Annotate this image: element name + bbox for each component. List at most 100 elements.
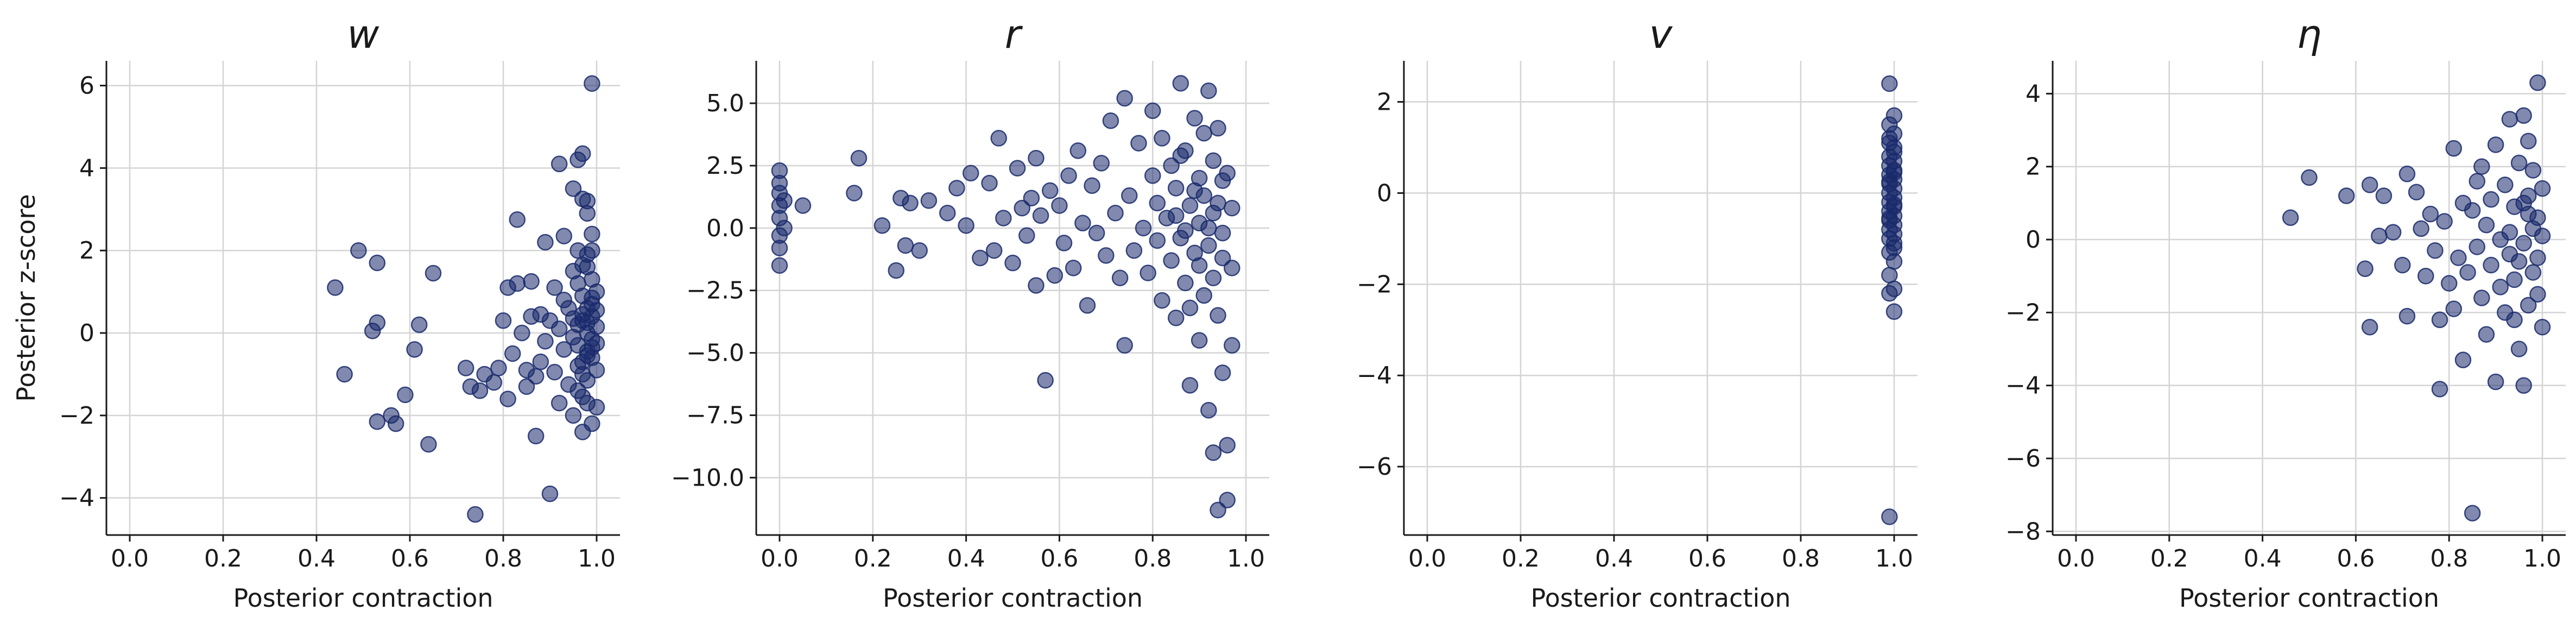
y-tick-label: −2.5 xyxy=(686,277,744,305)
data-point xyxy=(579,394,596,412)
x-tick-label: 0.8 xyxy=(484,545,522,573)
data-point xyxy=(1098,247,1115,264)
data-point xyxy=(546,363,563,381)
data-point xyxy=(1046,267,1064,284)
data-point xyxy=(2534,318,2551,336)
data-point xyxy=(327,279,344,296)
data-point xyxy=(2445,300,2463,317)
x-tick-label: 1.0 xyxy=(2523,545,2561,573)
data-point xyxy=(1219,492,1236,508)
data-point xyxy=(1065,260,1082,276)
data-point xyxy=(369,413,386,430)
y-tick-label: 2 xyxy=(1377,89,1392,116)
data-point xyxy=(2515,377,2532,394)
data-point xyxy=(2520,133,2537,149)
data-point xyxy=(1181,377,1199,394)
y-tick-label: −7.5 xyxy=(686,401,744,429)
data-point xyxy=(584,225,600,243)
data-point xyxy=(550,155,568,173)
data-point xyxy=(574,145,591,162)
data-point xyxy=(1172,75,1189,92)
data-point xyxy=(2464,202,2481,219)
x-axis-label: Posterior contraction xyxy=(883,583,1143,613)
data-point xyxy=(584,242,600,259)
data-point xyxy=(2487,373,2504,391)
data-point xyxy=(2398,307,2416,325)
data-point xyxy=(1055,235,1073,251)
data-point xyxy=(1009,160,1026,177)
data-point xyxy=(1111,269,1129,286)
data-point xyxy=(537,234,554,251)
x-tick-label: 1.0 xyxy=(1875,545,1913,573)
data-point xyxy=(565,310,582,327)
data-point xyxy=(1154,130,1170,147)
data-point xyxy=(2483,256,2499,274)
data-point xyxy=(2422,205,2439,223)
data-point xyxy=(2524,264,2542,281)
data-point xyxy=(1214,249,1231,267)
y-tick-label: −2 xyxy=(59,402,94,430)
x-tick-label: 0.4 xyxy=(298,545,336,573)
data-point xyxy=(1041,182,1059,199)
data-point xyxy=(1079,297,1096,314)
data-point xyxy=(1210,307,1226,324)
y-tick-label: 2 xyxy=(2026,153,2041,181)
data-point xyxy=(1028,277,1045,294)
x-axis-label: Posterior contraction xyxy=(2179,583,2439,613)
data-point xyxy=(565,180,582,197)
data-point xyxy=(2361,177,2378,193)
data-point xyxy=(1205,444,1222,461)
data-point xyxy=(1881,75,1898,92)
data-point xyxy=(911,242,928,259)
data-point xyxy=(1144,102,1161,119)
data-point xyxy=(2375,187,2393,204)
data-point xyxy=(485,374,503,391)
data-point xyxy=(2394,256,2411,274)
data-point xyxy=(995,210,1012,227)
y-tick-label: 0 xyxy=(79,319,94,347)
data-point xyxy=(1177,274,1194,292)
y-tick-label: 6 xyxy=(79,72,94,100)
x-tick-label: 0.0 xyxy=(1408,545,1446,573)
y-axis-label: Posterior z-score xyxy=(11,194,41,401)
data-point xyxy=(555,228,573,244)
data-point xyxy=(1881,285,1898,302)
data-point xyxy=(2357,260,2374,278)
data-point xyxy=(2515,107,2532,124)
data-point xyxy=(514,324,530,342)
x-axis-label: Posterior contraction xyxy=(1530,583,1790,613)
y-tick-label: 2 xyxy=(79,237,94,265)
data-point xyxy=(2510,341,2528,357)
data-point xyxy=(1014,199,1030,217)
data-point xyxy=(1885,164,1903,181)
data-point xyxy=(1102,112,1119,129)
data-point xyxy=(420,436,437,453)
data-point xyxy=(1200,82,1217,99)
data-point xyxy=(2515,235,2532,252)
data-point xyxy=(1140,265,1156,281)
data-point xyxy=(1881,508,1898,525)
data-point xyxy=(2282,209,2299,227)
data-point xyxy=(1149,232,1166,249)
data-point xyxy=(1181,197,1199,214)
data-point xyxy=(588,302,605,319)
data-point xyxy=(2501,224,2518,241)
data-point xyxy=(2529,286,2546,303)
x-tick-label: 0.4 xyxy=(1595,545,1633,573)
data-point xyxy=(1205,152,1222,169)
data-point xyxy=(537,332,554,350)
data-point xyxy=(2398,165,2416,183)
data-point xyxy=(1885,303,1903,320)
data-point xyxy=(2440,275,2458,292)
data-point xyxy=(1116,337,1133,354)
data-point xyxy=(1125,242,1143,259)
data-point xyxy=(397,386,414,404)
data-point xyxy=(2454,351,2472,368)
data-point xyxy=(1060,167,1077,184)
data-point xyxy=(981,174,998,192)
data-point xyxy=(962,165,979,182)
data-point xyxy=(569,382,586,399)
data-point xyxy=(1885,239,1903,256)
data-point xyxy=(569,275,586,292)
